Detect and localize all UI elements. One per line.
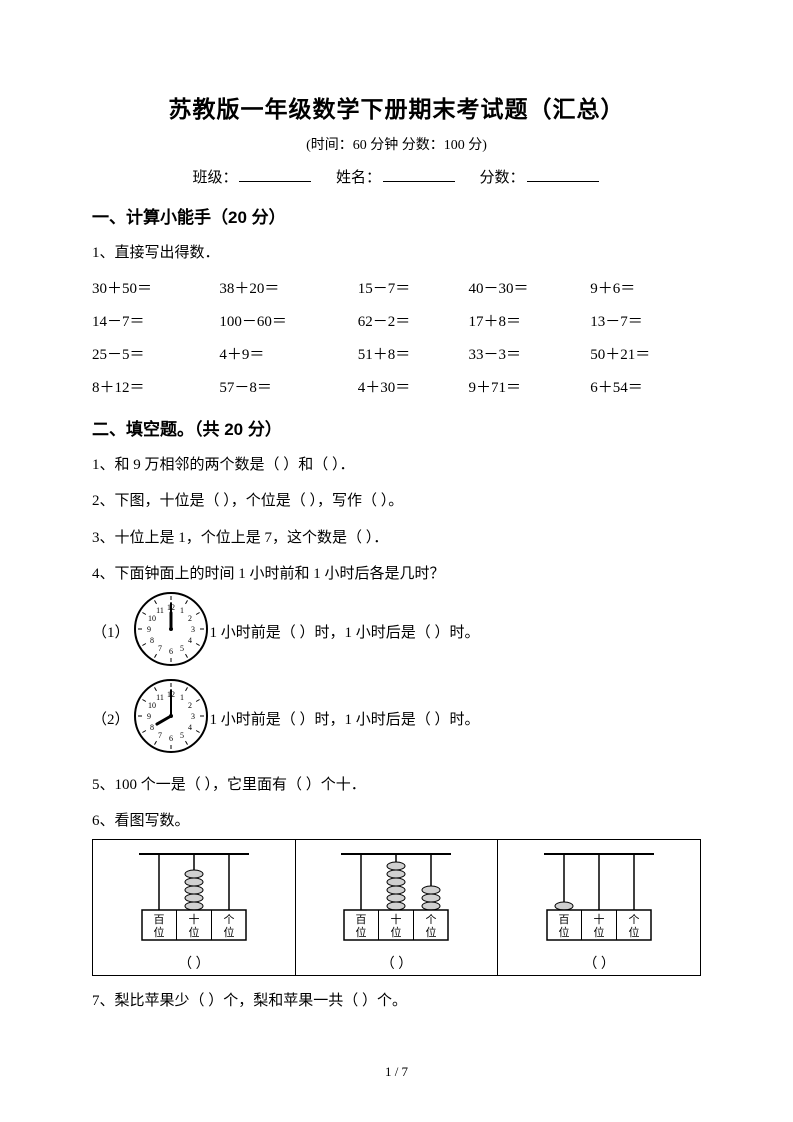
svg-text:4: 4 [188,636,192,645]
class-blank[interactable] [239,166,311,182]
abacus-answer-blank[interactable]: （ ） [381,953,413,973]
svg-text:10: 10 [147,701,155,710]
abacus-cell: 百位十位个位（ ） [498,839,701,975]
q4-2-text: 1 小时前是（ ）时，1 小时后是（ ）时。 [210,708,480,729]
calc-cell: 62－2＝ [358,310,469,331]
svg-text:位: 位 [391,925,402,939]
svg-text:位: 位 [188,925,199,939]
score-label: 分数： [480,170,525,186]
calc-cell: 51＋8＝ [358,343,469,364]
q4-1-text: 1 小时前是（ ）时，1 小时后是（ ）时。 [210,621,480,642]
svg-text:6: 6 [169,734,173,743]
svg-text:百: 百 [356,914,367,926]
calc-cell: 17＋8＝ [468,310,590,331]
calc-cell: 9＋6＝ [590,277,701,298]
s2-q4-intro: 4、下面钟面上的时间 1 小时前和 1 小时后各是几时？ [92,563,701,586]
svg-text:8: 8 [149,636,153,645]
svg-text:十: 十 [594,912,605,926]
s2-q6-intro: 6、看图写数。 [92,810,701,833]
section1-head: 一、计算小能手（20 分） [92,203,701,228]
abacus-answer-blank[interactable]: （ ） [583,953,615,973]
calc-cell: 13－7＝ [590,310,701,331]
s2-q4-row1: （1） 123456789101112 1 小时前是（ ）时，1 小时后是（ ）… [92,590,701,673]
svg-text:位: 位 [356,925,367,939]
svg-text:3: 3 [191,712,195,721]
calc-cell: 40－30＝ [468,277,590,298]
calc-cell: 15－7＝ [358,277,469,298]
svg-text:十: 十 [188,912,199,926]
calc-cell: 4＋9＝ [219,343,357,364]
svg-text:十: 十 [391,912,402,926]
svg-text:1: 1 [180,692,184,701]
svg-text:9: 9 [147,712,151,721]
svg-text:11: 11 [156,605,164,614]
page-footer: 1 / 7 [0,1064,793,1080]
svg-text:9: 9 [147,625,151,634]
calc-cell: 25－5＝ [92,343,219,364]
svg-text:位: 位 [223,925,234,939]
calc-cell: 14－7＝ [92,310,219,331]
s2-q5: 5、100 个一是（ ），它里面有（ ）个十． [92,774,701,797]
svg-text:2: 2 [188,614,192,623]
svg-text:个: 个 [223,913,234,926]
svg-text:3: 3 [191,625,195,634]
svg-text:4: 4 [188,723,192,732]
svg-text:8: 8 [149,723,153,732]
svg-text:位: 位 [594,925,605,939]
s2-q7: 7、梨比苹果少（ ）个，梨和苹果一共（ ）个。 [92,990,701,1013]
class-label: 班级： [192,170,237,186]
abacus-cell: 百位十位个位（ ） [295,839,498,975]
calc-cell: 30＋50＝ [92,277,219,298]
svg-text:个: 个 [426,913,437,926]
svg-text:位: 位 [629,925,640,939]
s2-q3: 3、十位上是 1，个位上是 7，这个数是（ ）． [92,527,701,550]
score-blank[interactable] [527,166,599,182]
calc-cell: 57－8＝ [219,376,357,397]
q4-2-prefix: （2） [92,708,130,729]
calc-cell: 50＋21＝ [590,343,701,364]
s2-q1: 1、和 9 万相邻的两个数是（ ）和（ ）． [92,454,701,477]
abacus-answer-blank[interactable]: （ ） [178,953,210,973]
svg-text:7: 7 [158,644,162,653]
s2-q2: 2、下图，十位是（ ），个位是（ ），写作（ ）。 [92,490,701,513]
svg-text:5: 5 [180,731,184,740]
section1-q1-label: 1、直接写出得数． [92,242,701,265]
name-label: 姓名： [336,170,381,186]
exam-page: 苏教版一年级数学下册期末考试题（汇总） (时间：60 分钟 分数：100 分) … [0,0,793,1122]
s2-q4-row2: （2） 123456789101112 1 小时前是（ ）时，1 小时后是（ ）… [92,677,701,760]
svg-text:位: 位 [153,925,164,939]
svg-text:位: 位 [559,925,570,939]
section2-head: 二、填空题。（共 20 分） [92,415,701,440]
clock-icon-12: 123456789101112 [132,590,210,673]
calc-cell: 4＋30＝ [358,376,469,397]
q4-1-prefix: （1） [92,621,130,642]
svg-text:个: 个 [629,913,640,926]
calc-cell: 100－60＝ [219,310,357,331]
student-fields: 班级： 姓名： 分数： [92,166,701,187]
name-blank[interactable] [383,166,455,182]
calc-cell: 8＋12＝ [92,376,219,397]
calc-cell: 38＋20＝ [219,277,357,298]
svg-text:11: 11 [156,692,164,701]
clock-icon-8: 123456789101112 [132,677,210,760]
svg-text:百: 百 [559,914,570,926]
page-title: 苏教版一年级数学下册期末考试题（汇总） [92,90,701,124]
svg-text:10: 10 [147,614,155,623]
calc-cell: 6＋54＝ [590,376,701,397]
svg-text:百: 百 [153,914,164,926]
abacus-cell: 百位十位个位（ ） [93,839,296,975]
svg-text:位: 位 [426,925,437,939]
svg-text:5: 5 [180,644,184,653]
page-subtitle: (时间：60 分钟 分数：100 分) [92,134,701,154]
calc-cell: 33－3＝ [468,343,590,364]
abacus-table: 百位十位个位（ ）百位十位个位（ ）百位十位个位（ ） [92,839,701,976]
svg-text:6: 6 [169,647,173,656]
svg-text:7: 7 [158,731,162,740]
calc-grid: 30＋50＝38＋20＝15－7＝40－30＝9＋6＝14－7＝100－60＝6… [92,277,701,397]
svg-text:2: 2 [188,701,192,710]
calc-cell: 9＋71＝ [468,376,590,397]
svg-text:1: 1 [180,605,184,614]
